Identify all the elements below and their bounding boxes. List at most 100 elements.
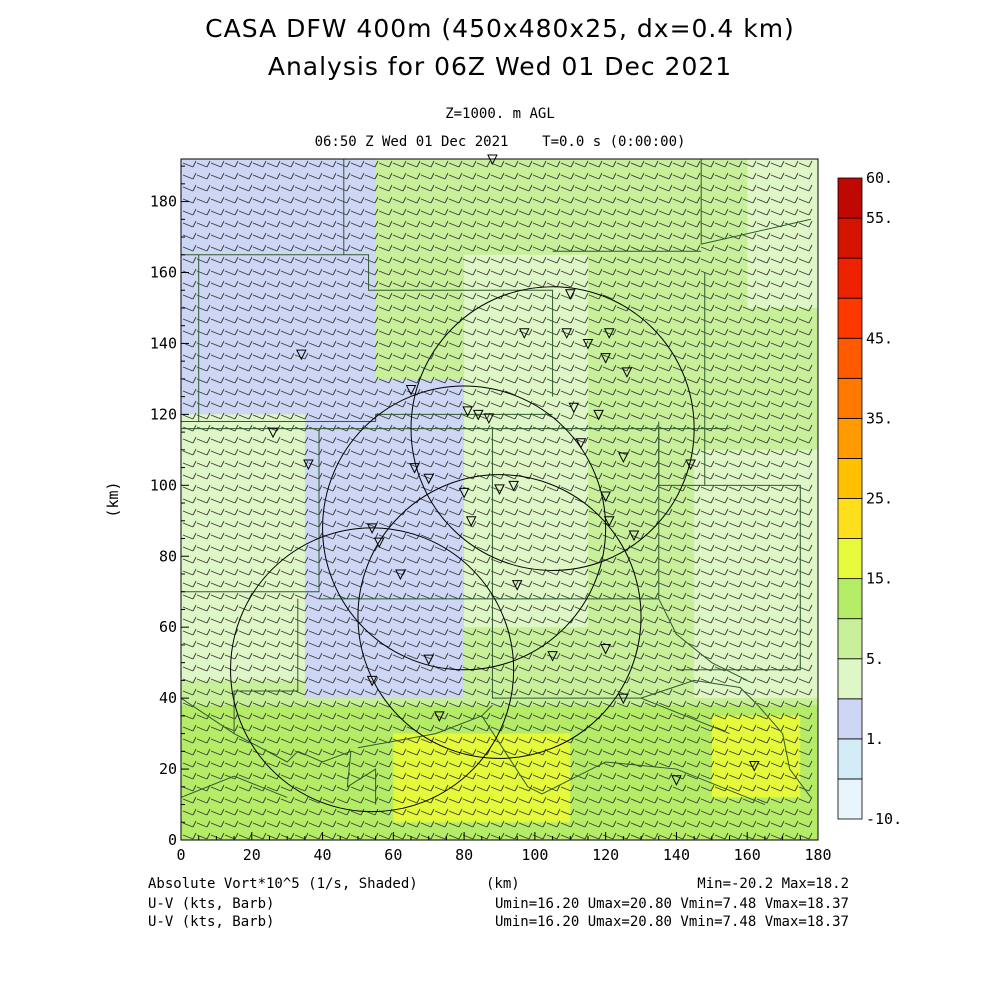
wind-barb (490, 760, 505, 768)
wind-barb (280, 196, 295, 204)
wind-barb (238, 544, 253, 552)
wind-barb (266, 196, 281, 204)
wind-barb (630, 304, 645, 312)
wind-barb (280, 460, 295, 468)
wind-barb (770, 316, 785, 324)
wind-barb (588, 316, 603, 324)
wind-barb (602, 736, 617, 744)
wind-barb (588, 628, 603, 636)
wind-barb (448, 604, 463, 612)
wind-barb (266, 652, 281, 660)
wind-barb (784, 484, 799, 492)
wind-barb (364, 652, 379, 660)
wind-barb (434, 292, 449, 300)
wind-barb (770, 436, 785, 444)
wind-barb (252, 172, 267, 180)
wind-barb (406, 652, 421, 660)
wind-barb (434, 664, 449, 672)
wind-barb (350, 256, 365, 264)
wind-barb (644, 784, 659, 792)
wind-barb (336, 652, 351, 660)
wind-barb (686, 388, 701, 396)
wind-barb (532, 556, 547, 564)
wind-barb (224, 376, 239, 384)
wind-barb (504, 196, 519, 204)
wind-barb (504, 232, 519, 240)
wind-barb (532, 280, 547, 288)
wind-barb (322, 712, 337, 720)
wind-barb (238, 628, 253, 636)
wind-barb (406, 796, 421, 804)
wind-barb (560, 472, 575, 480)
wind-barb (392, 340, 407, 348)
wind-barb (336, 376, 351, 384)
wind-barb (350, 472, 365, 480)
wind-barb (210, 688, 225, 696)
radar-site-marker (603, 328, 615, 339)
wind-barb (728, 820, 743, 828)
wind-barb (476, 160, 491, 168)
wind-barb (700, 328, 715, 336)
wind-barb (210, 196, 225, 204)
wind-barb (588, 268, 603, 276)
wind-barb (252, 280, 267, 288)
wind-barb (238, 676, 253, 684)
wind-barb (770, 568, 785, 576)
wind-barb (238, 448, 253, 456)
wind-barb (308, 712, 323, 720)
wind-barb (238, 172, 253, 180)
wind-barb (644, 388, 659, 396)
wind-barb (560, 820, 575, 828)
wind-barb (546, 196, 561, 204)
wind-barb (616, 268, 631, 276)
wind-barb (434, 160, 449, 168)
wind-barb (336, 472, 351, 480)
wind-barb (686, 472, 701, 480)
wind-barb (602, 448, 617, 456)
wind-barb (784, 736, 799, 744)
county-boundary (181, 428, 320, 593)
wind-barb (574, 628, 589, 636)
wind-barb (210, 760, 225, 768)
wind-barb (728, 544, 743, 552)
wind-barb (420, 544, 435, 552)
wind-barb (420, 808, 435, 816)
wind-barb (574, 472, 589, 480)
wind-barb (504, 736, 519, 744)
y-tick-label: 100 (150, 476, 177, 494)
wind-barb (336, 160, 351, 168)
colorbar-swatch (837, 778, 863, 820)
wind-barb (392, 688, 407, 696)
wind-barb (392, 604, 407, 612)
wind-barb (574, 280, 589, 288)
wind-barb (364, 748, 379, 756)
wind-barb (364, 556, 379, 564)
radar-site-marker (423, 473, 435, 485)
wind-barb (616, 664, 631, 672)
wind-barb (238, 268, 253, 276)
wind-barb (294, 364, 309, 372)
wind-barb (182, 484, 197, 492)
wind-barb (798, 832, 813, 840)
wind-barb (630, 604, 645, 612)
wind-barb (462, 616, 477, 624)
wind-barb (294, 448, 309, 456)
wind-barb (210, 628, 225, 636)
wind-barb (644, 712, 659, 720)
wind-barb (322, 724, 337, 732)
wind-barb (714, 520, 729, 528)
wind-barb (196, 604, 211, 612)
wind-barb (294, 748, 309, 756)
wind-barb (252, 640, 267, 648)
wind-barb (532, 652, 547, 660)
wind-barb (630, 712, 645, 720)
wind-barb (420, 388, 435, 396)
wind-barb (560, 448, 575, 456)
wind-barb (798, 808, 813, 816)
wind-barb (770, 352, 785, 360)
wind-barb (602, 700, 617, 708)
wind-barb (518, 292, 533, 300)
wind-barb (210, 484, 225, 492)
wind-barb (182, 400, 197, 408)
wind-barb (588, 676, 603, 684)
